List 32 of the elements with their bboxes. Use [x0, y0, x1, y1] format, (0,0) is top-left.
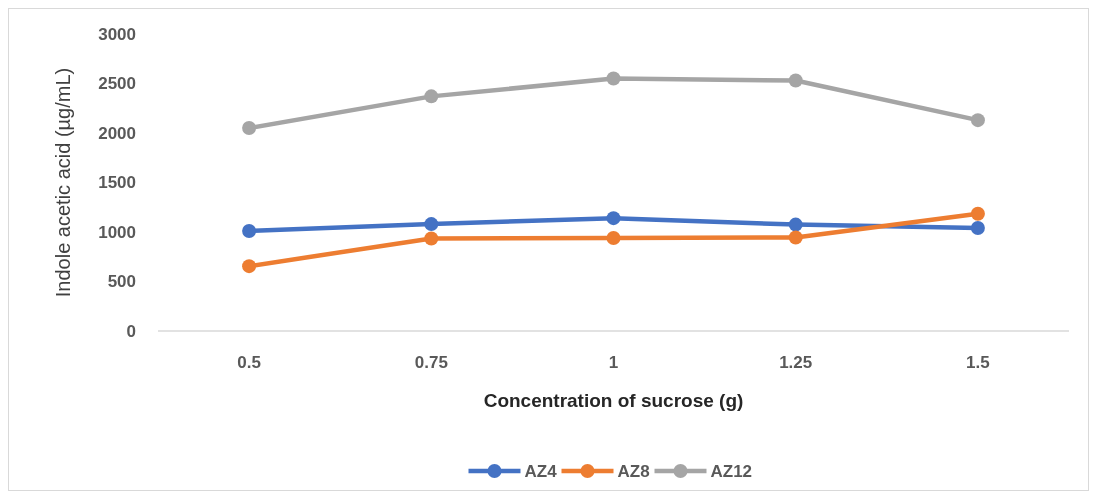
point — [606, 230, 621, 245]
point — [242, 121, 257, 136]
y-tick-label: 500 — [107, 272, 136, 292]
point — [242, 224, 257, 239]
y-tick-label: 1500 — [98, 173, 136, 193]
x-tick-label: 1 — [608, 353, 619, 372]
legend-label: AZ12 — [710, 461, 753, 481]
point — [970, 206, 985, 221]
y-tick-label: 3000 — [98, 24, 136, 44]
point — [606, 71, 621, 86]
point — [424, 231, 439, 246]
point — [788, 73, 803, 88]
y-tick-label: 2000 — [98, 123, 136, 143]
y-tick-label: 2500 — [98, 74, 136, 94]
point — [788, 217, 803, 232]
x-tick-label: 1.5 — [966, 353, 990, 372]
legend-label: AZ8 — [617, 461, 650, 481]
legend-label: AZ4 — [524, 461, 558, 481]
point — [970, 113, 985, 128]
x-axis-title: Concentration of sucrose (g) — [483, 390, 744, 411]
x-tick-label: 0.75 — [414, 353, 448, 372]
y-tick-label: 1000 — [98, 222, 136, 242]
y-axis-title: Indole acetic acid (µg/mL) — [52, 67, 74, 298]
x-tick-label: 0.5 — [237, 353, 261, 372]
y-tick-label: 0 — [126, 321, 136, 341]
point — [788, 230, 803, 245]
point — [424, 217, 439, 232]
point — [970, 221, 985, 236]
x-tick-label: 1.25 — [779, 353, 813, 372]
point — [424, 89, 439, 104]
point — [606, 211, 621, 226]
point — [242, 259, 257, 274]
